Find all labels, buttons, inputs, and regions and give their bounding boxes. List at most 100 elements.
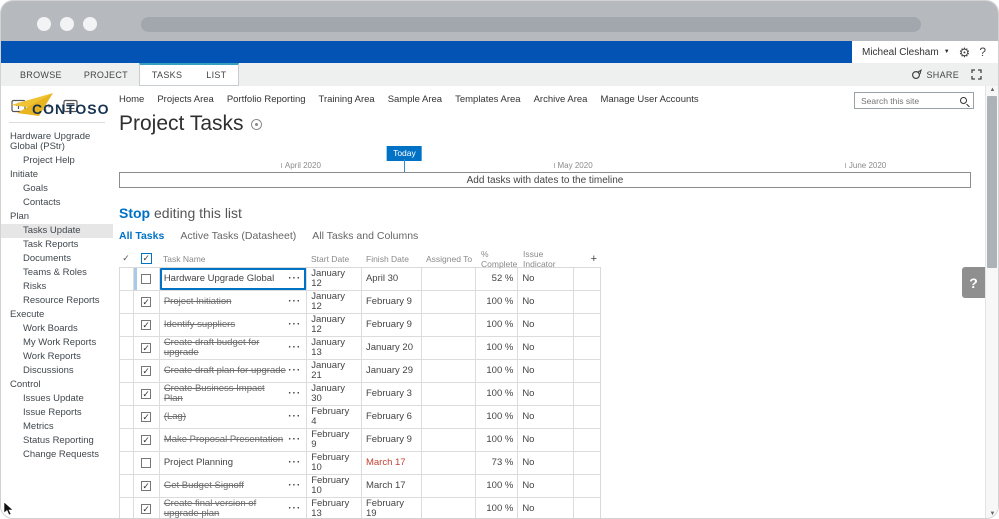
sidebar-item[interactable]: Change Requests <box>1 448 113 462</box>
sidebar-item[interactable]: Initiate <box>1 168 113 182</box>
vertical-scrollbar[interactable]: ▲ ▼ <box>985 86 998 518</box>
column-header-task-name[interactable]: Task Name <box>163 253 206 264</box>
window-zoom-button[interactable] <box>83 17 97 31</box>
table-row[interactable]: Project Planning February 10 March 17 73… <box>120 452 600 475</box>
row-menu-icon[interactable] <box>288 343 301 353</box>
sidebar-item[interactable]: My Work Reports <box>1 336 113 350</box>
sidebar-item[interactable]: Resource Reports <box>1 294 113 308</box>
scroll-down-arrow[interactable]: ▼ <box>989 511 996 517</box>
share-button[interactable]: SHARE <box>911 69 959 80</box>
start-date-cell[interactable]: February 13 <box>307 498 362 518</box>
assigned-to-cell[interactable] <box>422 360 477 382</box>
sidebar-item[interactable]: Goals <box>1 182 113 196</box>
column-header-percent-complete[interactable]: % Complete <box>481 248 518 269</box>
task-name-cell[interactable]: Identify suppliers <box>160 314 308 336</box>
user-menu[interactable]: Micheal Clesham <box>862 46 939 58</box>
row-select-cell[interactable] <box>120 383 134 405</box>
sidebar-item[interactable]: Risks <box>1 280 113 294</box>
finish-date-cell[interactable]: January 20 <box>362 337 422 359</box>
issue-indicator-cell[interactable]: No <box>518 314 575 336</box>
table-row[interactable]: Create final version of upgrade plan Feb… <box>120 498 600 518</box>
gear-icon[interactable]: ⚙ <box>958 44 971 60</box>
column-header-start-date[interactable]: Start Date <box>311 253 350 264</box>
search-input[interactable] <box>859 94 960 107</box>
issue-indicator-cell[interactable]: No <box>518 452 575 474</box>
sidebar-item[interactable]: Work Boards <box>1 322 113 336</box>
view-tab[interactable]: All Tasks <box>119 230 165 242</box>
assigned-to-cell[interactable] <box>422 268 477 290</box>
assigned-to-cell[interactable] <box>422 291 477 313</box>
percent-complete-cell[interactable]: 100 % <box>476 360 519 382</box>
select-all-checkbox[interactable] <box>133 253 159 264</box>
issue-indicator-cell[interactable]: No <box>518 475 575 497</box>
sidebar-item[interactable]: Work Reports <box>1 350 113 364</box>
ribbon-tab-project[interactable]: PROJECT <box>83 69 128 80</box>
assigned-to-cell[interactable] <box>422 498 477 518</box>
start-date-cell[interactable]: January 12 <box>307 268 362 290</box>
row-checkbox-cell[interactable] <box>134 337 160 359</box>
row-checkbox-cell[interactable] <box>134 291 160 313</box>
issue-indicator-cell[interactable]: No <box>518 429 575 451</box>
percent-complete-cell[interactable]: 100 % <box>476 498 519 518</box>
issue-indicator-cell[interactable]: No <box>518 337 575 359</box>
column-header-issue-indicator[interactable]: Issue Indicator <box>523 248 556 269</box>
sidebar-item[interactable]: Discussions <box>1 364 113 378</box>
percent-complete-cell[interactable]: 100 % <box>476 383 519 405</box>
row-select-cell[interactable] <box>120 268 134 290</box>
ribbon-tab-list[interactable]: LIST <box>206 70 227 80</box>
task-name-cell[interactable]: Project Initiation <box>160 291 308 313</box>
percent-complete-cell[interactable]: 100 % <box>476 475 519 497</box>
assigned-to-cell[interactable] <box>422 383 477 405</box>
table-row[interactable]: Project Initiation January 12 February 9… <box>120 291 600 314</box>
issue-indicator-cell[interactable]: No <box>518 383 575 405</box>
table-row[interactable]: Get Budget Signoff February 10 March 17 … <box>120 475 600 498</box>
sidebar-item[interactable]: Task Reports <box>1 238 113 252</box>
task-name-cell[interactable]: Create draft plan for upgrade <box>160 360 308 382</box>
percent-complete-cell[interactable]: 100 % <box>476 406 519 428</box>
row-select-cell[interactable] <box>120 360 134 382</box>
ribbon-tab-browse[interactable]: BROWSE <box>20 69 62 80</box>
sidebar-item[interactable]: Control <box>1 378 113 392</box>
info-icon[interactable] <box>250 118 262 130</box>
task-name-cell[interactable]: Make Proposal Presentation <box>160 429 308 451</box>
percent-complete-cell[interactable]: 73 % <box>476 452 519 474</box>
row-checkbox-cell[interactable] <box>134 268 160 290</box>
row-checkbox-cell[interactable] <box>134 475 160 497</box>
column-header-finish-date[interactable]: Finish Date <box>366 253 409 264</box>
row-checkbox-cell[interactable] <box>134 383 160 405</box>
sidebar-item[interactable]: Plan <box>1 210 113 224</box>
row-menu-icon[interactable] <box>288 274 301 284</box>
top-nav-item[interactable]: Home <box>119 94 145 105</box>
sidebar-item[interactable]: Contacts <box>1 196 113 210</box>
top-nav-item[interactable]: Portfolio Reporting <box>226 94 306 105</box>
row-checkbox[interactable] <box>141 320 152 330</box>
row-checkbox[interactable] <box>141 274 152 284</box>
table-row[interactable]: Identify suppliers January 12 February 9… <box>120 314 600 337</box>
task-name-cell[interactable]: Create Business Impact Plan <box>160 383 308 405</box>
sidebar-item[interactable]: Metrics <box>1 420 113 434</box>
search-icon[interactable] <box>960 97 967 104</box>
window-minimize-button[interactable] <box>60 17 74 31</box>
row-select-cell[interactable] <box>120 291 134 313</box>
column-header-assigned-to[interactable]: Assigned To <box>426 253 473 264</box>
sidebar-item[interactable]: Issues Update <box>1 392 113 406</box>
row-checkbox-cell[interactable] <box>134 314 160 336</box>
row-select-cell[interactable] <box>120 314 134 336</box>
row-select-cell[interactable] <box>120 406 134 428</box>
row-select-cell[interactable] <box>120 498 134 518</box>
finish-date-cell[interactable]: February 9 <box>362 291 422 313</box>
row-checkbox-cell[interactable] <box>134 406 160 428</box>
sidebar-item[interactable]: Execute <box>1 308 113 322</box>
sidebar-item[interactable]: Tasks Update <box>1 224 113 238</box>
start-date-cell[interactable]: February 9 <box>307 429 362 451</box>
row-checkbox[interactable] <box>141 389 152 399</box>
issue-indicator-cell[interactable]: No <box>518 268 575 290</box>
row-checkbox[interactable] <box>141 412 152 422</box>
row-checkbox[interactable] <box>141 481 152 491</box>
finish-date-cell[interactable]: February 19 <box>362 498 422 518</box>
task-name-cell[interactable]: Project Planning <box>160 452 308 474</box>
issue-indicator-cell[interactable]: No <box>518 291 575 313</box>
row-checkbox[interactable] <box>141 343 152 353</box>
finish-date-cell[interactable]: February 3 <box>362 383 422 405</box>
start-date-cell[interactable]: January 30 <box>307 383 362 405</box>
